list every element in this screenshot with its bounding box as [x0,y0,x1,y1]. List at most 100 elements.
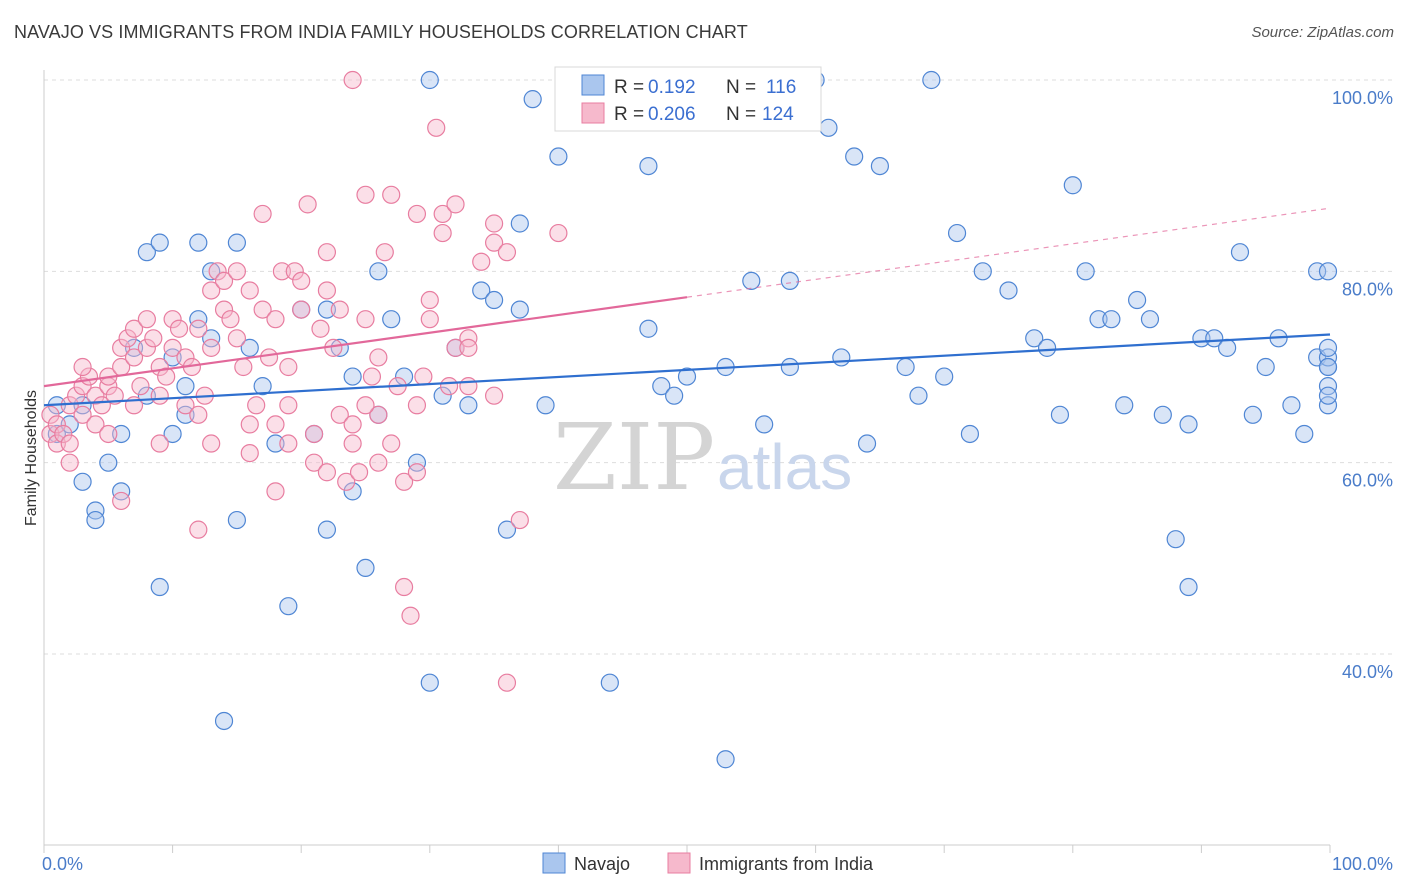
india-point-25 [144,329,163,348]
navajo-point-94 [1230,243,1250,262]
navajo-point-83 [1102,310,1121,329]
navajo-point-66 [845,147,864,166]
india-point-121 [240,444,259,463]
legend-n-label-navajo: N = [726,77,756,98]
trend-lines [43,207,1331,407]
x-ticks [43,845,1331,853]
navajo-point-19 [189,233,208,252]
y-tick-label-80: 80.0% [1342,279,1393,299]
bottom-legend-label-india: Immigrants from India [699,854,874,874]
india-point-80 [382,185,401,204]
navajo-point-32 [317,520,337,539]
y-tick-label-40: 40.0% [1342,662,1393,682]
navajo-point-21 [202,329,221,348]
navajo-point-20 [189,310,208,329]
india-point-51 [253,300,272,319]
navajo-point-58 [716,750,735,769]
navajo-point-11 [137,243,156,262]
india-point-21 [124,319,144,338]
india-point-76 [362,367,382,386]
navajo-point-92 [1205,329,1224,348]
india-point-103 [497,673,517,692]
india-point-77 [369,453,388,472]
india-point-57 [279,396,298,415]
navajo-point-106 [1318,357,1338,377]
india-point-68 [330,300,349,319]
navajo-point-110 [420,70,439,90]
navajo-point-16 [163,424,182,444]
navajo-point-15 [163,348,182,367]
navajo-point-84 [1115,396,1134,415]
navajo-point-29 [279,597,298,616]
india-point-36 [189,405,208,424]
india-point-123 [356,396,375,415]
india-point-47 [240,281,259,300]
navajo-point-8 [112,424,131,444]
navajo-point-9 [112,482,131,501]
navajo-point-27 [253,377,272,396]
india-point-72 [343,434,362,453]
india-point-79 [375,243,394,262]
navajo-point-85 [1127,290,1147,310]
navajo-point-102 [1318,377,1338,396]
legend-r-label-india: R = [614,104,644,125]
india-point-90 [420,310,439,329]
navajo-point-77 [1025,329,1044,348]
india-point-20 [124,348,144,367]
india-point-69 [330,405,349,424]
india-point-29 [163,338,182,357]
legend-r-label-navajo: R = [614,77,644,98]
india-point-30 [163,310,182,329]
chart-title: NAVAJO VS IMMIGRANTS FROM INDIA FAMILY H… [14,22,748,42]
india-point-70 [337,472,356,491]
legend-n-label-india: N = [726,104,756,125]
navajo-point-111 [510,300,529,319]
india-point-28 [157,367,176,386]
navajo-point-82 [1089,310,1108,329]
navajo-point-114 [780,271,799,290]
navajo-point-52 [549,147,568,166]
navajo-point-60 [742,271,761,290]
india-point-91 [427,118,446,137]
navajo-point-14 [150,233,169,252]
india-point-24 [137,338,156,357]
navajo-point-56 [665,386,684,405]
legend-n-value-navajo: 116 [766,77,796,98]
india-point-60 [292,300,311,319]
navajo-point-70 [909,386,928,405]
navajo-point-72 [935,367,954,386]
navajo-point-104 [1318,396,1338,415]
india-point-81 [382,434,401,453]
india-point-96 [446,195,465,214]
india-point-85 [401,606,420,625]
india-point-27 [150,386,169,405]
navajo-point-105 [1318,348,1338,367]
navajo-point-33 [317,300,337,319]
chart-source: Source: ZipAtlas.com [1251,24,1394,41]
india-point-71 [343,70,362,90]
navajo-point-23 [214,711,234,731]
navajo-point-87 [1153,405,1172,424]
india-point-88 [414,367,433,386]
navajo-point-109 [1318,338,1338,357]
navajo-point-57 [677,367,697,386]
navajo-point-42 [420,673,439,692]
india-point-18 [112,338,131,357]
navajo-point-3 [73,396,92,415]
india-point-122 [279,357,298,377]
navajo-point-24 [227,233,246,252]
india-point-86 [407,204,427,224]
navajo-point-76 [999,281,1018,300]
legend: R = 0.192 N = 116 R = 0.206 N = 124 [554,66,822,132]
bottom-legend-label-navajo: Navajo [574,854,630,874]
navajo-point-26 [240,338,259,357]
y-tick-label-100: 100.0% [1332,88,1393,108]
navajo-point-43 [433,386,452,405]
india-point-75 [356,310,375,329]
navajo-point-53 [600,673,619,692]
india-point-74 [356,185,375,204]
navajo-point-7 [99,453,118,472]
india-point-43 [221,310,240,329]
india-point-87 [407,396,427,415]
